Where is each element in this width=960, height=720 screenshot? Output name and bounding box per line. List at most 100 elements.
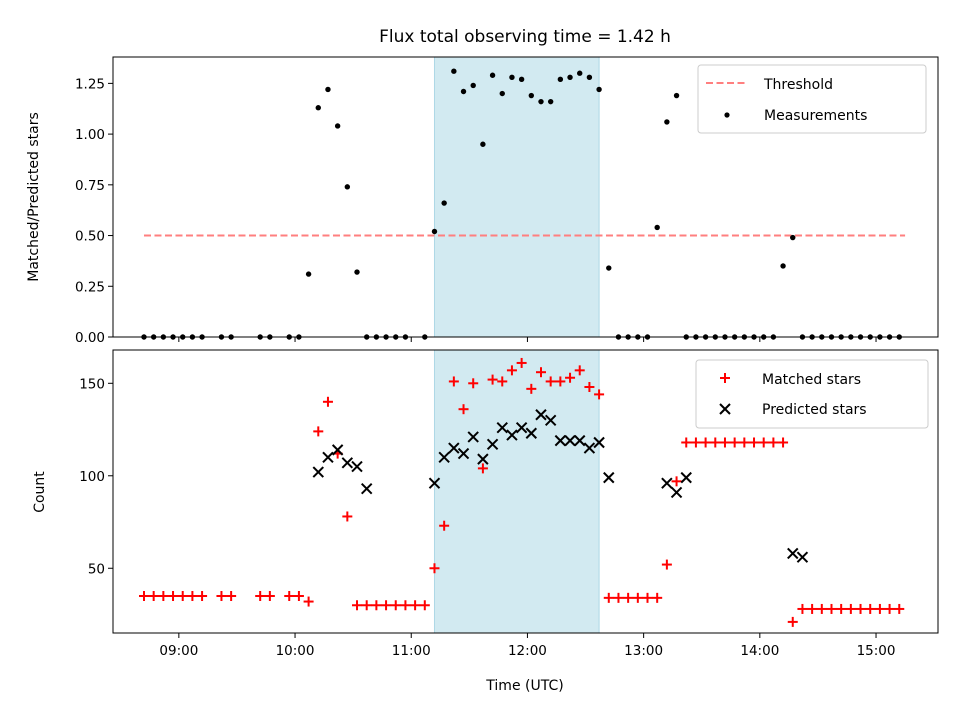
matched-stars-point (516, 357, 527, 368)
matched-stars-point (855, 603, 866, 614)
matched-stars-point (352, 600, 363, 611)
matched-stars-point (293, 591, 304, 602)
measurement-point (305, 271, 312, 277)
predicted-stars-point (796, 551, 809, 563)
y-tick-label: 50 (88, 561, 105, 577)
measurement-point (567, 74, 573, 80)
matched-stars-point (565, 372, 576, 383)
predicted-stars-point (477, 453, 489, 465)
x-tick-label: 10:00 (276, 643, 315, 659)
matched-stars-point (749, 437, 760, 448)
measurement-point (538, 98, 544, 105)
predicted-stars-point (351, 460, 363, 473)
measurement-point (489, 72, 496, 78)
x-tick-label: 12:00 (508, 643, 547, 659)
top-y-axis-label: Matched/Predicted stars (26, 112, 42, 282)
matched-stars-point (506, 365, 517, 376)
y-tick-label: 1.00 (75, 127, 105, 143)
predicted-stars-point (312, 466, 324, 478)
matched-stars-point (410, 600, 421, 611)
bottom-axes-frame (112, 349, 939, 634)
matched-stars-point (255, 591, 266, 602)
matched-stars-point (555, 376, 566, 387)
measurement-point (315, 105, 321, 111)
matched-stars-point (778, 437, 789, 448)
measurement-point (654, 224, 660, 231)
legend-measurements-label: Measurements (764, 108, 867, 124)
matched-stars-point (807, 603, 818, 614)
bottom-x-ticks: 09:00 10:00 11:00 12:00 13:00 14:00 15:00 (159, 633, 895, 659)
predicted-stars-point (448, 442, 460, 454)
measurement-point (586, 74, 593, 80)
matched-stars-point (148, 591, 159, 602)
measurement-point (354, 269, 360, 275)
matched-stars-point (448, 376, 459, 387)
predicted-stars-point (525, 427, 538, 439)
y-tick-label: 100 (79, 469, 105, 485)
measurement-point (664, 119, 670, 125)
matched-stars-point (477, 463, 488, 474)
measurement-point (480, 141, 486, 147)
measurement-point (557, 76, 564, 83)
y-tick-label: 1.25 (75, 76, 105, 92)
matched-stars-point (826, 603, 837, 614)
matched-stars-point (632, 592, 643, 603)
chart-title: Flux total observing time = 1.42 h (379, 27, 671, 47)
predicted-stars-point (554, 434, 567, 447)
legend-matched-label: Matched stars (762, 372, 861, 388)
predicted-stars-point (535, 409, 547, 421)
predicted-stars-point (670, 486, 683, 499)
x-tick-label: 11:00 (392, 643, 431, 659)
matched-stars-point (468, 378, 479, 389)
measurement-point (509, 74, 515, 80)
predicted-stars-point (603, 471, 615, 484)
legend-predicted-label: Predicted stars (762, 402, 867, 418)
predicted-stars-point (515, 421, 528, 434)
matched-stars-point (313, 426, 324, 437)
bottom-series-layer (138, 357, 905, 627)
legend-measurements-dot-icon (724, 112, 730, 118)
predicted-stars-point (486, 438, 499, 451)
matched-stars-point (303, 596, 314, 607)
matched-stars-point (816, 603, 827, 614)
matched-stars-point (671, 476, 682, 487)
matched-stars-point (487, 374, 498, 385)
measurement-point (673, 92, 680, 99)
predicted-stars-point (574, 434, 586, 447)
matched-stars-point (768, 437, 779, 448)
matched-stars-point (874, 603, 885, 614)
legend-matched-plus-icon (720, 373, 730, 383)
predicted-stars-point (661, 477, 673, 489)
measurement-point (577, 70, 583, 76)
measurement-point (547, 98, 554, 105)
matched-stars-point (371, 600, 382, 611)
measurement-point (528, 92, 535, 99)
matched-stars-point (865, 603, 876, 614)
matched-stars-point (284, 591, 295, 602)
matched-stars-point (884, 603, 895, 614)
matched-stars-point (342, 511, 353, 522)
measurement-point (499, 90, 505, 97)
matched-stars-point (836, 603, 847, 614)
top-panel: 0.00 0.25 0.50 0.75 1.00 1.25 Matched/Predict… (26, 56, 939, 346)
matched-stars-point (700, 437, 711, 448)
matched-stars-point (439, 520, 450, 531)
matched-stars-point (264, 591, 275, 602)
matched-stars-point (526, 383, 537, 394)
x-tick-label: 14:00 (740, 643, 779, 659)
matched-stars-point (584, 381, 595, 392)
x-axis-label: Time (UTC) (485, 678, 563, 694)
predicted-stars-point (331, 444, 344, 456)
predicted-stars-point (506, 429, 518, 441)
predicted-stars-point (322, 451, 334, 463)
matched-stars-point (652, 592, 663, 603)
measurement-point (606, 265, 612, 271)
measurement-point (441, 200, 447, 206)
matched-stars-point (661, 559, 672, 570)
predicted-stars-point (593, 436, 605, 449)
matched-stars-point (719, 437, 730, 448)
bottom-legend: Matched stars Predicted stars (695, 359, 929, 429)
matched-stars-point (177, 591, 188, 602)
x-tick-label: 15:00 (857, 643, 896, 659)
measurement-point (460, 88, 467, 95)
